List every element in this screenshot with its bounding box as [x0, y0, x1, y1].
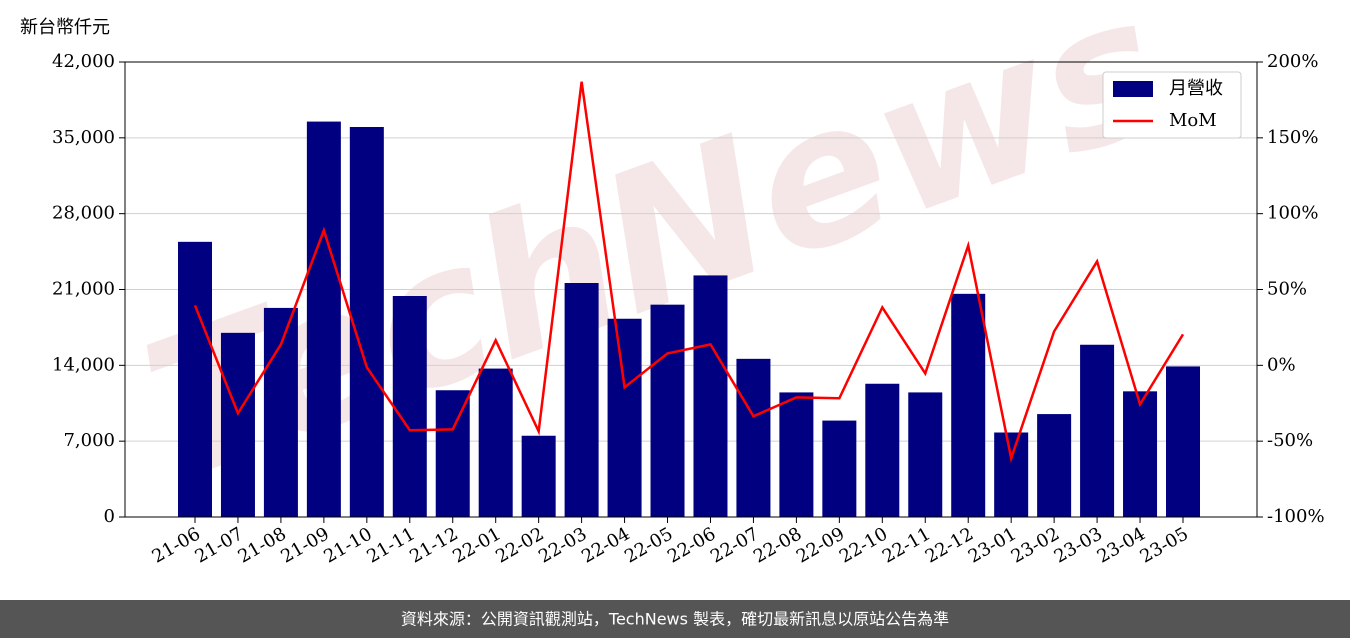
x-tick-label: 22-04	[578, 523, 633, 567]
y-tick-label: 35,000	[52, 127, 115, 148]
bar	[521, 435, 556, 517]
x-tick-label: 22-01	[449, 523, 504, 567]
y-tick-label: 21,000	[52, 279, 115, 300]
bar	[908, 392, 943, 517]
x-tick-label: 21-11	[363, 523, 418, 567]
bar	[564, 283, 599, 517]
bar	[1123, 391, 1158, 517]
bar	[1166, 366, 1200, 517]
y2-tick-label: -50%	[1267, 430, 1313, 451]
bar	[392, 296, 427, 517]
x-tick-label: 23-03	[1051, 523, 1106, 567]
x-tick-label: 21-08	[234, 523, 289, 567]
y2-tick-label: 100%	[1267, 203, 1318, 224]
bar	[951, 293, 986, 517]
x-tick-label: 22-02	[492, 523, 547, 567]
x-tick-label: 22-09	[793, 523, 848, 567]
bar	[822, 420, 857, 517]
x-tick-label: 22-11	[879, 523, 934, 567]
x-tick-label: 23-04	[1094, 523, 1149, 567]
line	[193, 81, 1185, 464]
y2-tick-label: -100%	[1267, 506, 1325, 527]
x-tick-label: 21-06	[149, 523, 204, 567]
y-tick-label: 14,000	[52, 354, 115, 375]
x-tick-label: 21-07	[192, 523, 247, 567]
bar	[607, 318, 642, 517]
x-tick-label: 22-12	[922, 523, 977, 567]
bar	[736, 358, 771, 517]
bar	[178, 241, 212, 518]
bar	[1037, 414, 1072, 517]
bar	[693, 275, 728, 517]
y-tick-label: 7,000	[63, 430, 115, 451]
bar	[1080, 344, 1115, 517]
x-tick-label: 22-10	[836, 523, 891, 567]
bar	[349, 127, 384, 517]
legend-label: 月營收	[1169, 78, 1223, 99]
y-tick-label: 28,000	[52, 203, 115, 224]
y-tick-label: 42,000	[52, 51, 115, 72]
bar	[650, 304, 685, 517]
x-tick-label: 21-09	[277, 523, 332, 567]
y2-tick-label: 50%	[1267, 279, 1307, 300]
bar	[478, 368, 513, 517]
y2-tick-label: 0%	[1267, 354, 1296, 375]
bar	[994, 432, 1029, 517]
x-tick-label: 22-03	[535, 523, 590, 567]
bar	[865, 383, 900, 517]
y2-tick-label: 150%	[1267, 127, 1318, 148]
legend-swatch	[1113, 81, 1153, 97]
bar	[220, 332, 255, 517]
bar	[435, 390, 470, 517]
plot-frame	[124, 61, 1258, 518]
x-tick-label: 23-02	[1008, 523, 1063, 567]
x-tick-label: 23-01	[965, 523, 1020, 567]
x-tick-label: 21-12	[406, 523, 461, 567]
x-tick-label: 22-06	[664, 523, 719, 567]
bar	[779, 392, 814, 517]
x-tick-label: 22-08	[750, 523, 805, 567]
x-tick-label: 22-05	[621, 523, 676, 567]
footer-bar	[0, 600, 1350, 638]
y-tick-label: 0	[104, 506, 115, 527]
x-tick-label: 22-07	[707, 523, 762, 567]
bar	[263, 307, 298, 517]
y-axis-label: 新台幣仟元	[20, 17, 110, 38]
x-tick-label: 21-10	[320, 523, 375, 567]
bar	[306, 121, 341, 517]
y2-tick-label: 200%	[1267, 51, 1318, 72]
footer-text: 資料來源：公開資訊觀測站，TechNews 製表，確切最新訊息以原站公告為準	[401, 610, 949, 629]
legend-label: MoM	[1169, 110, 1217, 131]
x-tick-label: 23-05	[1137, 523, 1192, 567]
